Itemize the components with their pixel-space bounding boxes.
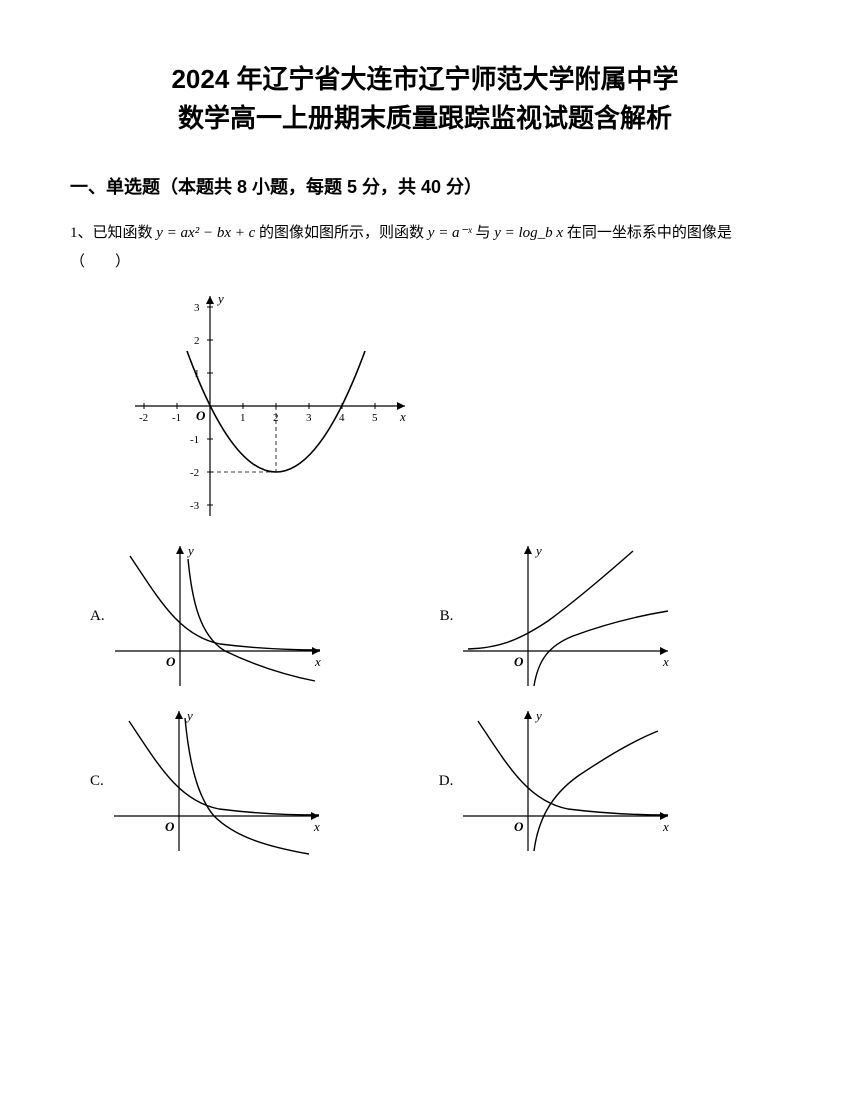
svg-text:3: 3 [194, 302, 200, 314]
svg-text:x: x [399, 409, 406, 424]
q1-mid2: 与 [472, 225, 495, 241]
svg-text:O: O [166, 654, 176, 669]
svg-text:O: O [196, 408, 206, 423]
question-1: 1、已知函数 y = ax² − bx + c 的图像如图所示，则函数 y = … [70, 219, 780, 276]
svg-text:x: x [662, 819, 669, 834]
q1-formula-2: y = a⁻ˣ [428, 225, 472, 241]
svg-text:y: y [186, 543, 194, 558]
option-c-label: C. [90, 773, 104, 790]
svg-text:x: x [314, 654, 321, 669]
svg-text:-2: -2 [139, 412, 148, 424]
svg-text:y: y [185, 708, 193, 723]
option-b: B. x y O [440, 541, 679, 691]
svg-text:-1: -1 [172, 412, 181, 424]
option-b-graph: x y O [458, 541, 678, 691]
q1-formula-3: y = log_b x [494, 225, 563, 241]
option-c-graph: x y O [109, 706, 329, 856]
svg-text:-2: -2 [190, 467, 199, 479]
svg-text:y: y [216, 291, 224, 306]
option-c: C. x y O [90, 706, 329, 856]
svg-text:y: y [534, 543, 542, 558]
svg-text:2: 2 [194, 335, 200, 347]
option-a-label: A. [90, 608, 105, 625]
svg-text:y: y [534, 708, 542, 723]
svg-text:x: x [662, 654, 669, 669]
options-row-2: C. x y O D. x y O [90, 706, 780, 856]
svg-text:O: O [165, 819, 175, 834]
title-line-1: 2024 年辽宁省大连市辽宁师范大学附属中学 [171, 64, 678, 94]
q1-mid: 的图像如图所示，则函数 [255, 225, 428, 241]
svg-text:-3: -3 [190, 500, 200, 512]
svg-text:-1: -1 [190, 434, 199, 446]
svg-text:O: O [514, 819, 524, 834]
option-a: A. x y O [90, 541, 330, 691]
title-line-2: 数学高一上册期末质量跟踪监视试题含解析 [178, 103, 672, 133]
main-parabola-graph: x y O -2 -1 1 2 3 4 5 1 2 3 -1 -2 -3 [130, 291, 780, 521]
svg-text:O: O [514, 654, 524, 669]
svg-text:4: 4 [339, 412, 345, 424]
options-row-1: A. x y O B. x y O [90, 541, 780, 691]
q1-prefix: 1、已知函数 [70, 225, 156, 241]
q1-formula-1: y = ax² − bx + c [156, 225, 255, 241]
svg-text:5: 5 [372, 412, 378, 424]
page-title: 2024 年辽宁省大连市辽宁师范大学附属中学 数学高一上册期末质量跟踪监视试题含… [70, 60, 780, 138]
svg-text:x: x [313, 819, 320, 834]
section-heading: 一、单选题（本题共 8 小题，每题 5 分，共 40 分） [70, 173, 780, 199]
option-d-label: D. [439, 773, 454, 790]
option-b-label: B. [440, 608, 454, 625]
svg-text:1: 1 [240, 412, 246, 424]
svg-text:3: 3 [306, 412, 312, 424]
option-d-graph: x y O [458, 706, 678, 856]
option-d: D. x y O [439, 706, 679, 856]
option-a-graph: x y O [110, 541, 330, 691]
